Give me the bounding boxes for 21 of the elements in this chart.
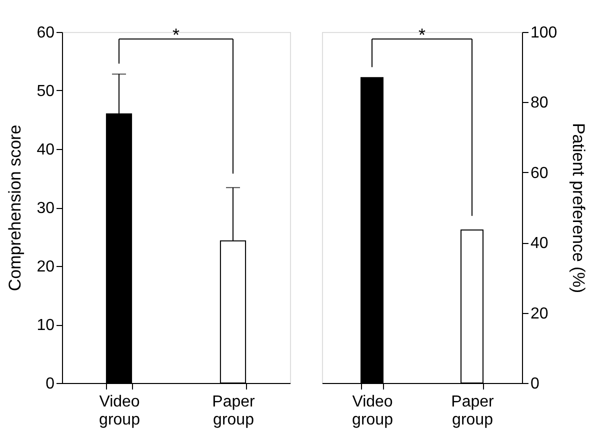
x-tick-label: Video group	[99, 394, 140, 428]
y-tick-label: 40	[36, 142, 55, 158]
y-axis-title: Comprehension score	[6, 124, 25, 292]
y2-axis-title: Patient preference (%)	[569, 122, 588, 294]
x-tick-label: Paper group	[451, 394, 495, 428]
y-tick-label: 50	[36, 83, 55, 100]
y-tick-label: 30	[36, 200, 55, 217]
y2-tick-label: 20	[530, 305, 548, 322]
y-tick-label: 0	[46, 376, 55, 392]
annotation: *	[418, 25, 426, 46]
y2-tick-label: 40	[530, 235, 548, 252]
x-tick-label: Paper group	[212, 394, 256, 428]
y2-tick-label: 0	[530, 376, 540, 392]
annotation: *	[172, 25, 180, 46]
y2-tick-label: 100	[530, 24, 558, 42]
x-tick-label: Video group	[352, 394, 394, 428]
y2-tick-label: 80	[530, 94, 548, 112]
y-tick-label: 60	[36, 24, 55, 42]
y-tick-label: 20	[36, 258, 55, 276]
y-tick-label: 10	[36, 317, 55, 334]
y2-tick-label: 60	[530, 164, 548, 182]
